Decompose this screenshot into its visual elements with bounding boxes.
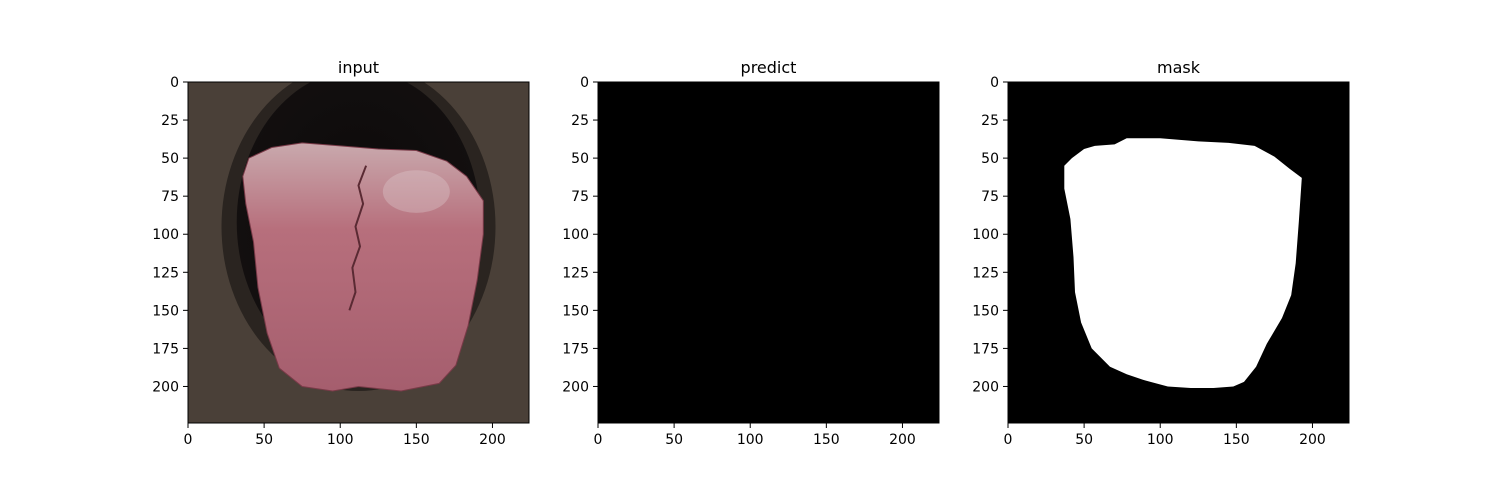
y-tick-label: 100 bbox=[152, 227, 179, 243]
x-tick-label: 100 bbox=[1147, 432, 1174, 448]
image-predict bbox=[598, 82, 939, 423]
y-tick-label: 175 bbox=[972, 341, 999, 357]
x-tick-label: 100 bbox=[327, 432, 354, 448]
y-tick-label: 75 bbox=[571, 189, 589, 205]
x-tick-label: 0 bbox=[594, 432, 603, 448]
y-tick-label: 75 bbox=[161, 189, 179, 205]
y-tick-label: 150 bbox=[972, 303, 999, 319]
x-tick-label: 150 bbox=[813, 432, 840, 448]
x-tick-label: 50 bbox=[665, 432, 683, 448]
y-tick-label: 50 bbox=[161, 151, 179, 167]
subplot-title: predict bbox=[741, 58, 797, 77]
image-input bbox=[188, 82, 529, 423]
x-tick-label: 200 bbox=[889, 432, 916, 448]
y-tick-label: 0 bbox=[990, 75, 999, 91]
y-tick-label: 125 bbox=[562, 265, 589, 281]
y-tick-label: 50 bbox=[571, 151, 589, 167]
y-tick-label: 50 bbox=[981, 151, 999, 167]
axes-frame bbox=[597, 81, 940, 424]
y-tick-label: 25 bbox=[981, 113, 999, 129]
x-tick-label: 0 bbox=[1004, 432, 1013, 448]
x-tick-label: 50 bbox=[255, 432, 273, 448]
subplot-input: input 0 50 100 150 200 0 25 50 75 100 125 150 175 200 bbox=[152, 58, 530, 448]
axes-frame bbox=[187, 81, 530, 424]
y-tick-label: 200 bbox=[152, 379, 179, 395]
subplot-title: input bbox=[338, 58, 379, 77]
x-tick-label: 200 bbox=[479, 432, 506, 448]
x-tick-label: 0 bbox=[184, 432, 193, 448]
x-tick-label: 50 bbox=[1075, 432, 1093, 448]
x-tick-label: 150 bbox=[403, 432, 430, 448]
y-tick-label: 150 bbox=[152, 303, 179, 319]
y-tick-label: 75 bbox=[981, 189, 999, 205]
axes-frame bbox=[1007, 81, 1350, 424]
subplot-predict: predict 0 50 100 150 200 0 25 50 75 100 125 150 175 20… bbox=[562, 58, 940, 448]
y-tick-label: 25 bbox=[161, 113, 179, 129]
y-tick-label: 150 bbox=[562, 303, 589, 319]
y-tick-label: 200 bbox=[562, 379, 589, 395]
x-tick-label: 150 bbox=[1223, 432, 1250, 448]
tongue bbox=[242, 142, 484, 392]
y-tick-label: 125 bbox=[152, 265, 179, 281]
y-tick-label: 0 bbox=[580, 75, 589, 91]
y-tick-label: 100 bbox=[972, 227, 999, 243]
y-tick-label: 200 bbox=[972, 379, 999, 395]
mask-region bbox=[1064, 138, 1302, 388]
y-tick-label: 25 bbox=[571, 113, 589, 129]
y-tick-label: 175 bbox=[562, 341, 589, 357]
y-tick-label: 175 bbox=[152, 341, 179, 357]
y-tick-label: 100 bbox=[562, 227, 589, 243]
subplot-title: mask bbox=[1157, 58, 1201, 77]
x-tick-label: 200 bbox=[1299, 432, 1326, 448]
tongue-highlight bbox=[382, 170, 450, 213]
y-tick-label: 125 bbox=[972, 265, 999, 281]
predict-image bbox=[598, 82, 939, 423]
subplot-mask: mask 0 50 100 150 200 0 25 50 75 100 125 150 175 200 bbox=[972, 58, 1350, 448]
tongue-crack bbox=[348, 165, 368, 311]
y-tick-label: 0 bbox=[170, 75, 179, 91]
x-tick-label: 100 bbox=[737, 432, 764, 448]
image-mask bbox=[1008, 82, 1349, 423]
